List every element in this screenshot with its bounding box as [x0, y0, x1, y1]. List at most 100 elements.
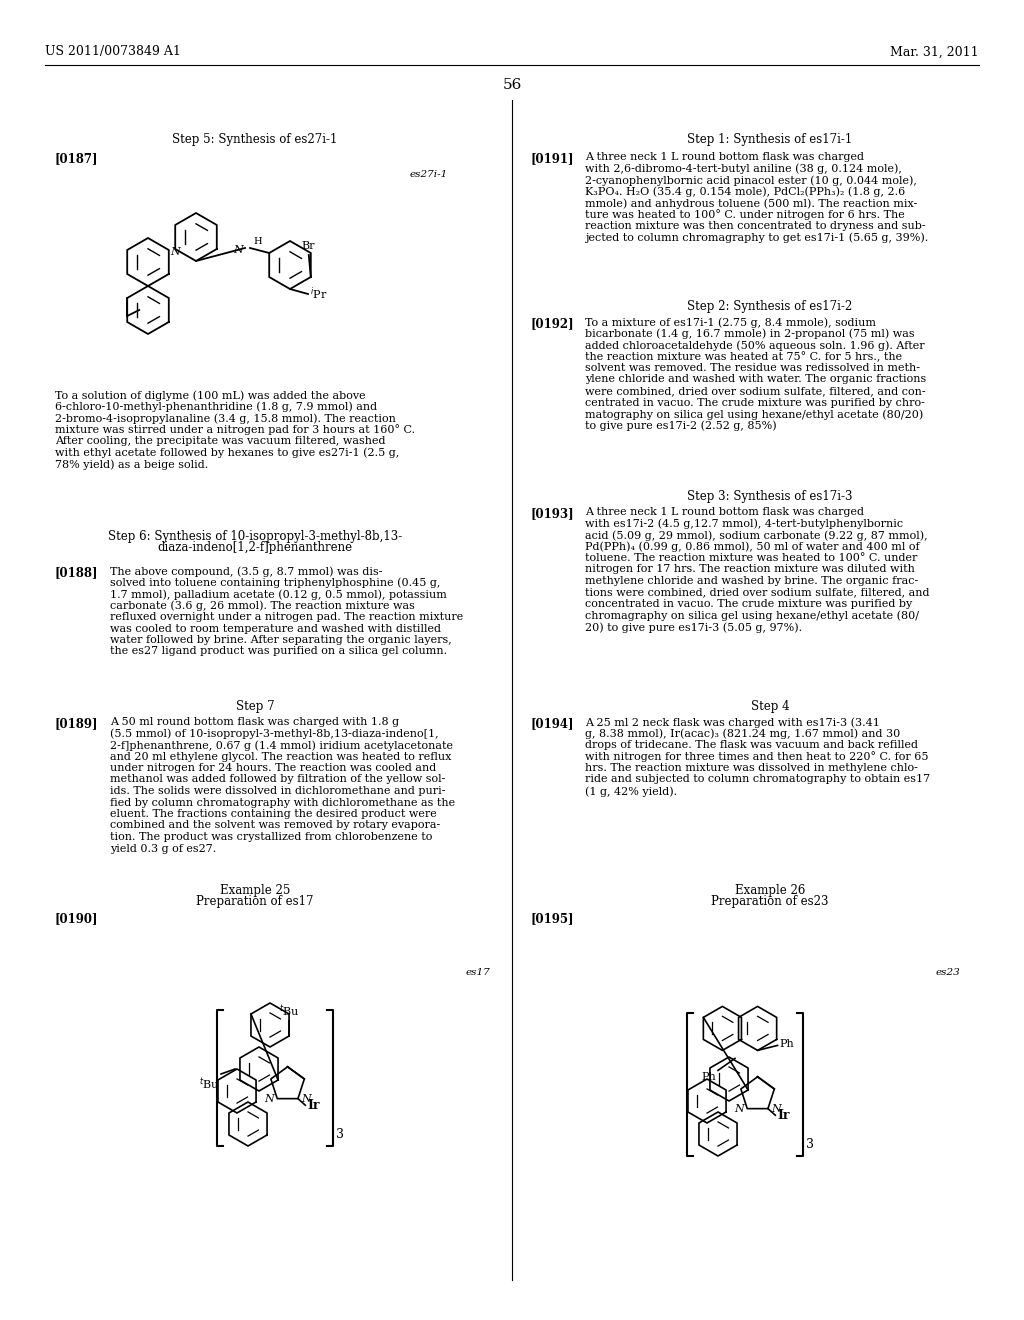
Text: $^t$Bu: $^t$Bu [199, 1076, 219, 1092]
Text: ids. The solids were dissolved in dichloromethane and puri-: ids. The solids were dissolved in dichlo… [110, 785, 445, 796]
Text: g, 8.38 mmol), Ir(acac)₃ (821.24 mg, 1.67 mmol) and 30: g, 8.38 mmol), Ir(acac)₃ (821.24 mg, 1.6… [585, 729, 900, 739]
Text: $^i$Pr: $^i$Pr [310, 285, 328, 302]
Text: Step 3: Synthesis of es17i-3: Step 3: Synthesis of es17i-3 [687, 490, 853, 503]
Text: 78% yield) as a beige solid.: 78% yield) as a beige solid. [55, 459, 208, 470]
Text: Step 5: Synthesis of es27i-1: Step 5: Synthesis of es27i-1 [172, 133, 338, 147]
Text: 3: 3 [806, 1138, 814, 1151]
Text: methanol was added followed by filtration of the yellow sol-: methanol was added followed by filtratio… [110, 775, 445, 784]
Text: Ph: Ph [779, 1039, 795, 1049]
Text: Step 4: Step 4 [751, 700, 790, 713]
Text: with es17i-2 (4.5 g,12.7 mmol), 4-tert-butylphenylbornic: with es17i-2 (4.5 g,12.7 mmol), 4-tert-b… [585, 519, 903, 529]
Text: Preparation of es17: Preparation of es17 [197, 895, 313, 908]
Text: yield 0.3 g of es27.: yield 0.3 g of es27. [110, 843, 216, 854]
Text: [0195]: [0195] [530, 912, 573, 925]
Text: Pd(PPh)₄ (0.99 g, 0.86 mmol), 50 ml of water and 400 ml of: Pd(PPh)₄ (0.99 g, 0.86 mmol), 50 ml of w… [585, 541, 920, 552]
Text: A three neck 1 L round bottom flask was charged: A three neck 1 L round bottom flask was … [585, 507, 864, 517]
Text: K₃PO₄. H₂O (35.4 g, 0.154 mole), PdCl₂(PPh₃)₂ (1.8 g, 2.6: K₃PO₄. H₂O (35.4 g, 0.154 mole), PdCl₂(P… [585, 186, 905, 197]
Text: To a solution of diglyme (100 mL) was added the above: To a solution of diglyme (100 mL) was ad… [55, 389, 366, 400]
Text: concentrated in vacuo. The crude mixture was purified by: concentrated in vacuo. The crude mixture… [585, 599, 912, 609]
Text: with 2,6-dibromo-4-tert-butyl aniline (38 g, 0.124 mole),: with 2,6-dibromo-4-tert-butyl aniline (3… [585, 164, 902, 174]
Text: eluent. The fractions containing the desired product were: eluent. The fractions containing the des… [110, 809, 437, 818]
Text: 6-chloro-10-methyl-phenanthridine (1.8 g, 7.9 mmol) and: 6-chloro-10-methyl-phenanthridine (1.8 g… [55, 401, 377, 412]
Text: the reaction mixture was heated at 75° C. for 5 hrs., the: the reaction mixture was heated at 75° C… [585, 351, 902, 362]
Text: N: N [233, 246, 243, 255]
Text: After cooling, the precipitate was vacuum filtered, washed: After cooling, the precipitate was vacuu… [55, 436, 385, 446]
Text: 2-f]phenanthrene, 0.67 g (1.4 mmol) iridium acetylacetonate: 2-f]phenanthrene, 0.67 g (1.4 mmol) irid… [110, 741, 453, 751]
Text: drops of tridecane. The flask was vacuum and back refilled: drops of tridecane. The flask was vacuum… [585, 741, 918, 750]
Text: [0190]: [0190] [55, 912, 98, 925]
Text: N: N [264, 1094, 274, 1104]
Text: Step 1: Synthesis of es17i-1: Step 1: Synthesis of es17i-1 [687, 133, 853, 147]
Text: 20) to give pure es17i-3 (5.05 g, 97%).: 20) to give pure es17i-3 (5.05 g, 97%). [585, 622, 802, 632]
Text: Preparation of es23: Preparation of es23 [712, 895, 828, 908]
Text: Step 7: Step 7 [236, 700, 274, 713]
Text: diaza-indeno[1,2-f]phenanthrene: diaza-indeno[1,2-f]phenanthrene [158, 541, 352, 554]
Text: Ir: Ir [777, 1109, 790, 1122]
Text: combined and the solvent was removed by rotary evapora-: combined and the solvent was removed by … [110, 821, 440, 830]
Text: toluene. The reaction mixture was heated to 100° C. under: toluene. The reaction mixture was heated… [585, 553, 918, 564]
Text: Example 25: Example 25 [220, 884, 290, 898]
Text: Example 26: Example 26 [735, 884, 805, 898]
Text: water followed by brine. After separating the organic layers,: water followed by brine. After separatin… [110, 635, 452, 645]
Text: [0192]: [0192] [530, 317, 573, 330]
Text: were combined, dried over sodium sulfate, filtered, and con-: were combined, dried over sodium sulfate… [585, 385, 926, 396]
Text: $^t$Bu: $^t$Bu [279, 1003, 299, 1019]
Text: bicarbonate (1.4 g, 16.7 mmole) in 2-propanol (75 ml) was: bicarbonate (1.4 g, 16.7 mmole) in 2-pro… [585, 329, 914, 339]
Text: 1.7 mmol), palladium acetate (0.12 g, 0.5 mmol), potassium: 1.7 mmol), palladium acetate (0.12 g, 0.… [110, 589, 446, 599]
Text: reaction mixture was then concentrated to dryness and sub-: reaction mixture was then concentrated t… [585, 220, 926, 231]
Text: carbonate (3.6 g, 26 mmol). The reaction mixture was: carbonate (3.6 g, 26 mmol). The reaction… [110, 601, 415, 611]
Text: A three neck 1 L round bottom flask was charged: A three neck 1 L round bottom flask was … [585, 152, 864, 162]
Text: N: N [301, 1094, 310, 1104]
Text: hrs. The reaction mixture was dissolved in methylene chlo-: hrs. The reaction mixture was dissolved … [585, 763, 918, 774]
Text: with nitrogen for three times and then heat to 220° C. for 65: with nitrogen for three times and then h… [585, 751, 929, 763]
Text: methylene chloride and washed by brine. The organic frac-: methylene chloride and washed by brine. … [585, 576, 919, 586]
Text: [0191]: [0191] [530, 152, 573, 165]
Text: Ph: Ph [701, 1072, 716, 1082]
Text: [0193]: [0193] [530, 507, 573, 520]
Text: [0189]: [0189] [55, 717, 98, 730]
Text: ride and subjected to column chromatography to obtain es17: ride and subjected to column chromatogra… [585, 775, 930, 784]
Text: [0188]: [0188] [55, 566, 98, 579]
Text: ylene chloride and washed with water. The organic fractions: ylene chloride and washed with water. Th… [585, 375, 927, 384]
Text: [0194]: [0194] [530, 717, 573, 730]
Text: A 50 ml round bottom flask was charged with 1.8 g: A 50 ml round bottom flask was charged w… [110, 717, 399, 727]
Text: the es27 ligand product was purified on a silica gel column.: the es27 ligand product was purified on … [110, 647, 447, 656]
Text: refluxed overnight under a nitrogen pad. The reaction mixture: refluxed overnight under a nitrogen pad.… [110, 612, 463, 622]
Text: US 2011/0073849 A1: US 2011/0073849 A1 [45, 45, 181, 58]
Text: es17: es17 [465, 968, 490, 977]
Text: [0187]: [0187] [55, 152, 98, 165]
Text: (1 g, 42% yield).: (1 g, 42% yield). [585, 785, 677, 796]
Text: The above compound, (3.5 g, 8.7 mmol) was dis-: The above compound, (3.5 g, 8.7 mmol) wa… [110, 566, 383, 577]
Text: acid (5.09 g, 29 mmol), sodium carbonate (9.22 g, 87 mmol),: acid (5.09 g, 29 mmol), sodium carbonate… [585, 531, 928, 541]
Text: added chloroacetaldehyde (50% aqueous soln. 1.96 g). After: added chloroacetaldehyde (50% aqueous so… [585, 341, 925, 351]
Text: jected to column chromagraphy to get es17i-1 (5.65 g, 39%).: jected to column chromagraphy to get es1… [585, 232, 928, 243]
Text: tions were combined, dried over sodium sulfate, filtered, and: tions were combined, dried over sodium s… [585, 587, 930, 598]
Text: tion. The product was crystallized from chlorobenzene to: tion. The product was crystallized from … [110, 832, 432, 842]
Text: Step 2: Synthesis of es17i-2: Step 2: Synthesis of es17i-2 [687, 300, 853, 313]
Text: with ethyl acetate followed by hexanes to give es27i-1 (2.5 g,: with ethyl acetate followed by hexanes t… [55, 447, 399, 458]
Text: es23: es23 [935, 968, 961, 977]
Text: ture was heated to 100° C. under nitrogen for 6 hrs. The: ture was heated to 100° C. under nitroge… [585, 210, 905, 220]
Text: Ir: Ir [307, 1098, 319, 1111]
Text: 56: 56 [503, 78, 521, 92]
Text: fied by column chromatography with dichloromethane as the: fied by column chromatography with dichl… [110, 797, 455, 808]
Text: and 20 ml ethylene glycol. The reaction was heated to reflux: and 20 ml ethylene glycol. The reaction … [110, 751, 452, 762]
Text: mixture was stirred under a nitrogen pad for 3 hours at 160° C.: mixture was stirred under a nitrogen pad… [55, 425, 415, 436]
Text: H: H [253, 238, 261, 247]
Text: es27i-1: es27i-1 [410, 170, 449, 180]
Text: N: N [734, 1104, 744, 1114]
Text: matography on silica gel using hexane/ethyl acetate (80/20): matography on silica gel using hexane/et… [585, 409, 924, 420]
Text: under nitrogen for 24 hours. The reaction was cooled and: under nitrogen for 24 hours. The reactio… [110, 763, 436, 774]
Text: nitrogen for 17 hrs. The reaction mixture was diluted with: nitrogen for 17 hrs. The reaction mixtur… [585, 565, 914, 574]
Text: to give pure es17i-2 (2.52 g, 85%): to give pure es17i-2 (2.52 g, 85%) [585, 421, 776, 432]
Text: solvent was removed. The residue was redissolved in meth-: solvent was removed. The residue was red… [585, 363, 920, 374]
Text: N: N [170, 247, 180, 257]
Text: 2-cyanophenylbornic acid pinacol ester (10 g, 0.044 mole),: 2-cyanophenylbornic acid pinacol ester (… [585, 176, 916, 186]
Text: 2-bromo-4-isopropylanaline (3.4 g, 15.8 mmol). The reaction: 2-bromo-4-isopropylanaline (3.4 g, 15.8 … [55, 413, 396, 424]
Text: Mar. 31, 2011: Mar. 31, 2011 [891, 45, 979, 58]
Text: mmole) and anhydrous toluene (500 ml). The reaction mix-: mmole) and anhydrous toluene (500 ml). T… [585, 198, 918, 209]
Text: solved into toluene containing triphenylphosphine (0.45 g,: solved into toluene containing triphenyl… [110, 578, 440, 589]
Text: chromagraphy on silica gel using hexane/ethyl acetate (80/: chromagraphy on silica gel using hexane/… [585, 610, 919, 622]
Text: was cooled to room temperature and washed with distilled: was cooled to room temperature and washe… [110, 623, 441, 634]
Text: Br: Br [301, 242, 314, 251]
